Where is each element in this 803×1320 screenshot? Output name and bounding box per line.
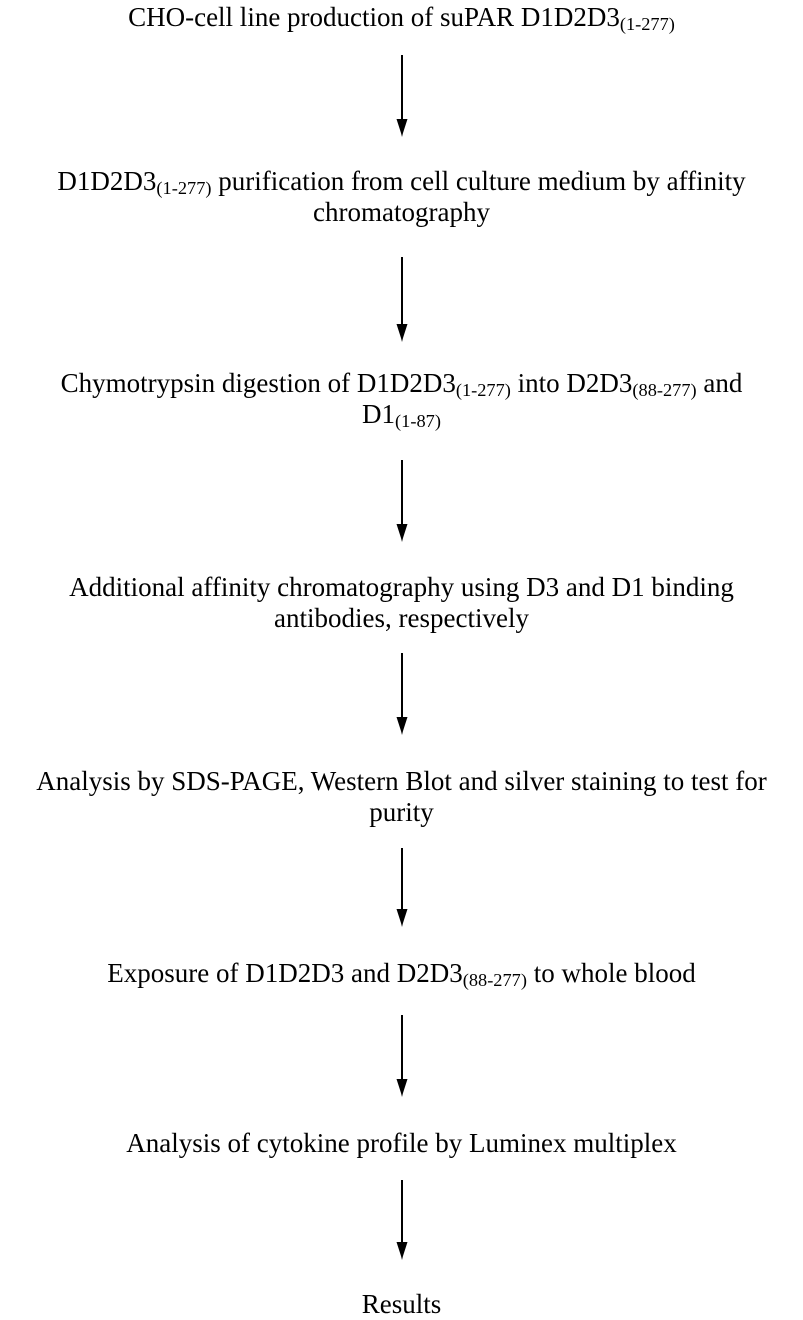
step-line: Exposure of D1D2D3 and D2D3(88-277) to w…: [0, 958, 803, 989]
down-arrow-icon: [396, 653, 407, 735]
subscript-text: (88-277): [462, 970, 527, 991]
step-line: D1D2D3(1-277) purification from cell cul…: [0, 166, 803, 197]
step-text: antibodies, respectively: [274, 603, 529, 633]
down-arrow-icon: [396, 55, 407, 137]
step-line: CHO-cell line production of suPAR D1D2D3…: [0, 2, 803, 33]
step-text: Exposure of D1D2D3 and D2D3: [107, 958, 463, 988]
step-text: D1: [362, 399, 396, 429]
subscript-text: (1-277): [156, 178, 212, 199]
flow-step-8: Results: [0, 1289, 803, 1320]
subscript-text: (88-277): [632, 380, 697, 401]
flow-step-3: Chymotrypsin digestion of D1D2D3(1-277) …: [0, 368, 803, 430]
step-line: Analysis by SDS-PAGE, Western Blot and s…: [0, 766, 803, 797]
step-line: Chymotrypsin digestion of D1D2D3(1-277) …: [0, 368, 803, 399]
step-text: chromatography: [313, 197, 490, 227]
subscript-text: (1-87): [395, 411, 441, 432]
step-text: into D2D3: [510, 368, 633, 398]
step-text: CHO-cell line production of suPAR D1D2D3: [128, 2, 620, 32]
step-line: antibodies, respectively: [0, 603, 803, 634]
down-arrow-icon: [396, 257, 407, 342]
step-line: Analysis of cytokine profile by Luminex …: [0, 1128, 803, 1159]
down-arrow-icon: [396, 848, 407, 927]
step-line: chromatography: [0, 197, 803, 228]
down-arrow-icon: [396, 1180, 407, 1260]
subscript-text: (1-277): [619, 14, 675, 35]
step-line: D1(1-87): [0, 399, 803, 430]
step-text: purification from cell culture medium by…: [211, 166, 746, 196]
step-text: Additional affinity chromatography using…: [69, 572, 734, 602]
flow-step-6: Exposure of D1D2D3 and D2D3(88-277) to w…: [0, 958, 803, 989]
down-arrow-icon: [396, 1015, 407, 1097]
down-arrow-icon: [396, 460, 407, 542]
step-text: and: [696, 368, 743, 398]
step-text: Analysis by SDS-PAGE, Western Blot and s…: [36, 766, 767, 796]
step-text: Analysis of cytokine profile by Luminex …: [126, 1128, 677, 1158]
step-text: purity: [369, 797, 434, 827]
step-text: Results: [361, 1289, 442, 1319]
step-line: Additional affinity chromatography using…: [0, 572, 803, 603]
step-text: D1D2D3: [57, 166, 157, 196]
flow-step-5: Analysis by SDS-PAGE, Western Blot and s…: [0, 766, 803, 828]
flow-step-4: Additional affinity chromatography using…: [0, 572, 803, 634]
step-line: purity: [0, 797, 803, 828]
flow-step-1: CHO-cell line production of suPAR D1D2D3…: [0, 2, 803, 33]
step-line: Results: [0, 1289, 803, 1320]
step-text: Chymotrypsin digestion of D1D2D3: [60, 368, 456, 398]
flow-step-7: Analysis of cytokine profile by Luminex …: [0, 1128, 803, 1159]
step-text: to whole blood: [526, 958, 696, 988]
flow-step-2: D1D2D3(1-277) purification from cell cul…: [0, 166, 803, 228]
subscript-text: (1-277): [455, 380, 511, 401]
